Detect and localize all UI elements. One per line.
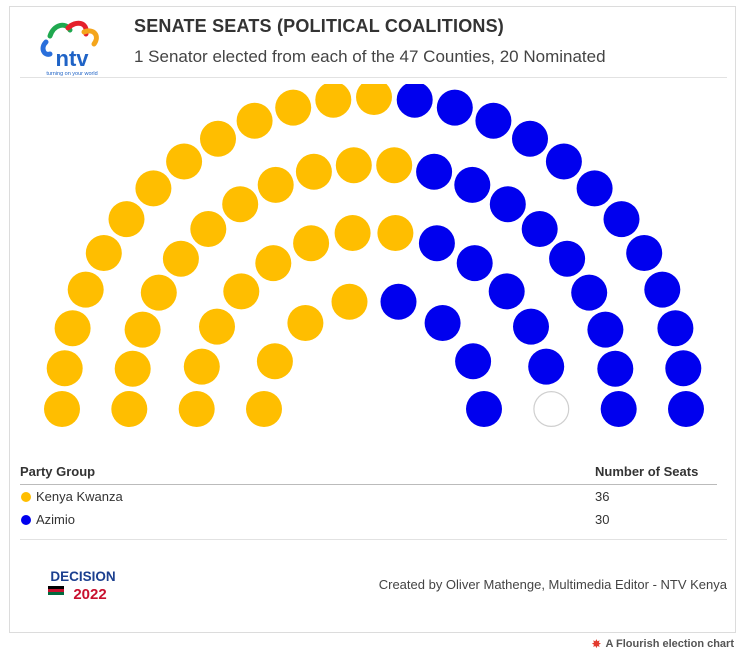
seat-azimio[interactable]	[455, 343, 492, 380]
seat-azimio[interactable]	[668, 391, 704, 427]
seat-kenya-kwanza[interactable]	[46, 350, 83, 387]
svg-text:turning on your world: turning on your world	[46, 71, 97, 77]
seat-kenya-kwanza[interactable]	[315, 84, 352, 118]
seat-kenya-kwanza[interactable]	[255, 245, 292, 282]
parliament-chart	[44, 84, 704, 428]
seat-kenya-kwanza[interactable]	[111, 391, 148, 427]
legend-table-header: Party Group Number of Seats	[20, 462, 717, 485]
seat-azimio[interactable]	[549, 240, 586, 277]
seat-kenya-kwanza[interactable]	[114, 350, 151, 387]
seat-kenya-kwanza[interactable]	[44, 391, 80, 427]
seat-azimio[interactable]	[665, 350, 702, 387]
seat-kenya-kwanza[interactable]	[236, 102, 273, 139]
seat-azimio[interactable]	[380, 283, 417, 320]
seat-azimio[interactable]	[587, 311, 624, 348]
decision-2022-logo: DECISION 2022	[48, 569, 116, 603]
seat-kenya-kwanza[interactable]	[108, 201, 145, 238]
seat-azimio[interactable]	[513, 308, 549, 345]
seat-azimio[interactable]	[521, 211, 558, 247]
legend-row-azimio[interactable]: Azimio 30	[20, 508, 717, 531]
seat-azimio[interactable]	[528, 348, 565, 385]
header-divider	[20, 77, 727, 78]
seat-azimio[interactable]	[488, 273, 525, 310]
legend-row-kenya-kwanza[interactable]: Kenya Kwanza 36	[20, 485, 717, 508]
seat-azimio[interactable]	[489, 186, 526, 223]
seat-azimio[interactable]	[600, 391, 637, 427]
seat-kenya-kwanza[interactable]	[257, 166, 294, 203]
seat-kenya-kwanza[interactable]	[124, 311, 161, 348]
kenya-kwanza-color-dot	[21, 492, 31, 502]
chart-subtitle: 1 Senator elected from each of the 47 Co…	[134, 47, 606, 66]
seat-azimio[interactable]	[644, 271, 681, 308]
seat-azimio[interactable]	[454, 166, 491, 203]
seat-kenya-kwanza[interactable]	[287, 305, 324, 341]
credit-text: Created by Oliver Mathenge, Multimedia E…	[378, 577, 727, 592]
seat-kenya-kwanza[interactable]	[140, 274, 177, 311]
seat-kenya-kwanza[interactable]	[190, 211, 227, 247]
column-header-seats[interactable]: Number of Seats	[595, 464, 699, 479]
azimio-color-dot	[21, 515, 31, 525]
seat-azimio[interactable]	[418, 225, 455, 262]
party-name: Kenya Kwanza	[36, 489, 123, 504]
seat-azimio[interactable]	[436, 89, 473, 126]
flourish-label: A Flourish election chart	[605, 638, 734, 650]
seat-kenya-kwanza[interactable]	[293, 225, 330, 262]
seat-azimio[interactable]	[512, 120, 548, 157]
seat-azimio[interactable]	[396, 84, 433, 118]
seat-kenya-kwanza[interactable]	[223, 273, 260, 310]
chart-title: SENATE SEATS (POLITICAL COALITIONS)	[134, 16, 505, 36]
legend-table: Party Group Number of Seats Kenya Kwanza…	[20, 462, 717, 531]
svg-text:2022: 2022	[73, 586, 106, 603]
seat-kenya-kwanza[interactable]	[275, 89, 312, 126]
flourish-attribution[interactable]: ✸ A Flourish election chart	[591, 637, 734, 651]
seat-azimio[interactable]	[545, 143, 582, 180]
seat-azimio[interactable]	[456, 245, 493, 282]
seat-azimio[interactable]	[603, 201, 640, 238]
table-divider	[20, 539, 727, 540]
seat-kenya-kwanza[interactable]	[222, 186, 259, 223]
seat-azimio[interactable]	[475, 102, 512, 139]
seat-kenya-kwanza[interactable]	[377, 215, 414, 251]
seat-kenya-kwanza[interactable]	[199, 308, 235, 345]
svg-text:DECISION: DECISION	[50, 569, 115, 584]
seat-kenya-kwanza[interactable]	[295, 153, 332, 190]
seat-kenya-kwanza[interactable]	[54, 310, 91, 347]
seat-azimio[interactable]	[424, 305, 461, 341]
column-header-party[interactable]: Party Group	[20, 464, 96, 479]
seat-kenya-kwanza[interactable]	[162, 240, 199, 277]
seat-count: 36	[595, 489, 610, 504]
seat-kenya-kwanza[interactable]	[335, 147, 372, 184]
seat-azimio[interactable]	[657, 310, 694, 347]
seat-azimio[interactable]	[571, 274, 608, 311]
flourish-star-icon: ✸	[591, 637, 602, 651]
seat-azimio[interactable]	[466, 391, 502, 427]
seat-kenya-kwanza[interactable]	[85, 235, 122, 271]
seat-kenya-kwanza[interactable]	[67, 271, 104, 308]
seat-azimio[interactable]	[416, 153, 453, 190]
seat-azimio[interactable]	[576, 170, 613, 207]
seat-kenya-kwanza[interactable]	[331, 283, 368, 320]
seat-azimio[interactable]	[626, 235, 663, 271]
ntv-logo: ntv turning on your world	[40, 20, 99, 77]
seat-kenya-kwanza[interactable]	[166, 143, 203, 180]
seat-kenya-kwanza[interactable]	[183, 348, 220, 385]
seat-kenya-kwanza[interactable]	[246, 391, 282, 427]
seat-kenya-kwanza[interactable]	[200, 120, 236, 157]
seat-kenya-kwanza[interactable]	[135, 170, 172, 207]
seat-kenya-kwanza[interactable]	[334, 215, 371, 251]
seat-azimio[interactable]	[597, 350, 634, 387]
seat-count: 30	[595, 512, 610, 527]
party-name: Azimio	[36, 512, 76, 527]
seat-kenya-kwanza[interactable]	[178, 391, 215, 427]
seat-kenya-kwanza[interactable]	[376, 147, 413, 184]
seat-kenya-kwanza[interactable]	[356, 84, 392, 115]
seat-vacant[interactable]	[533, 391, 570, 428]
seat-kenya-kwanza[interactable]	[256, 343, 293, 380]
svg-text:ntv: ntv	[56, 46, 90, 71]
